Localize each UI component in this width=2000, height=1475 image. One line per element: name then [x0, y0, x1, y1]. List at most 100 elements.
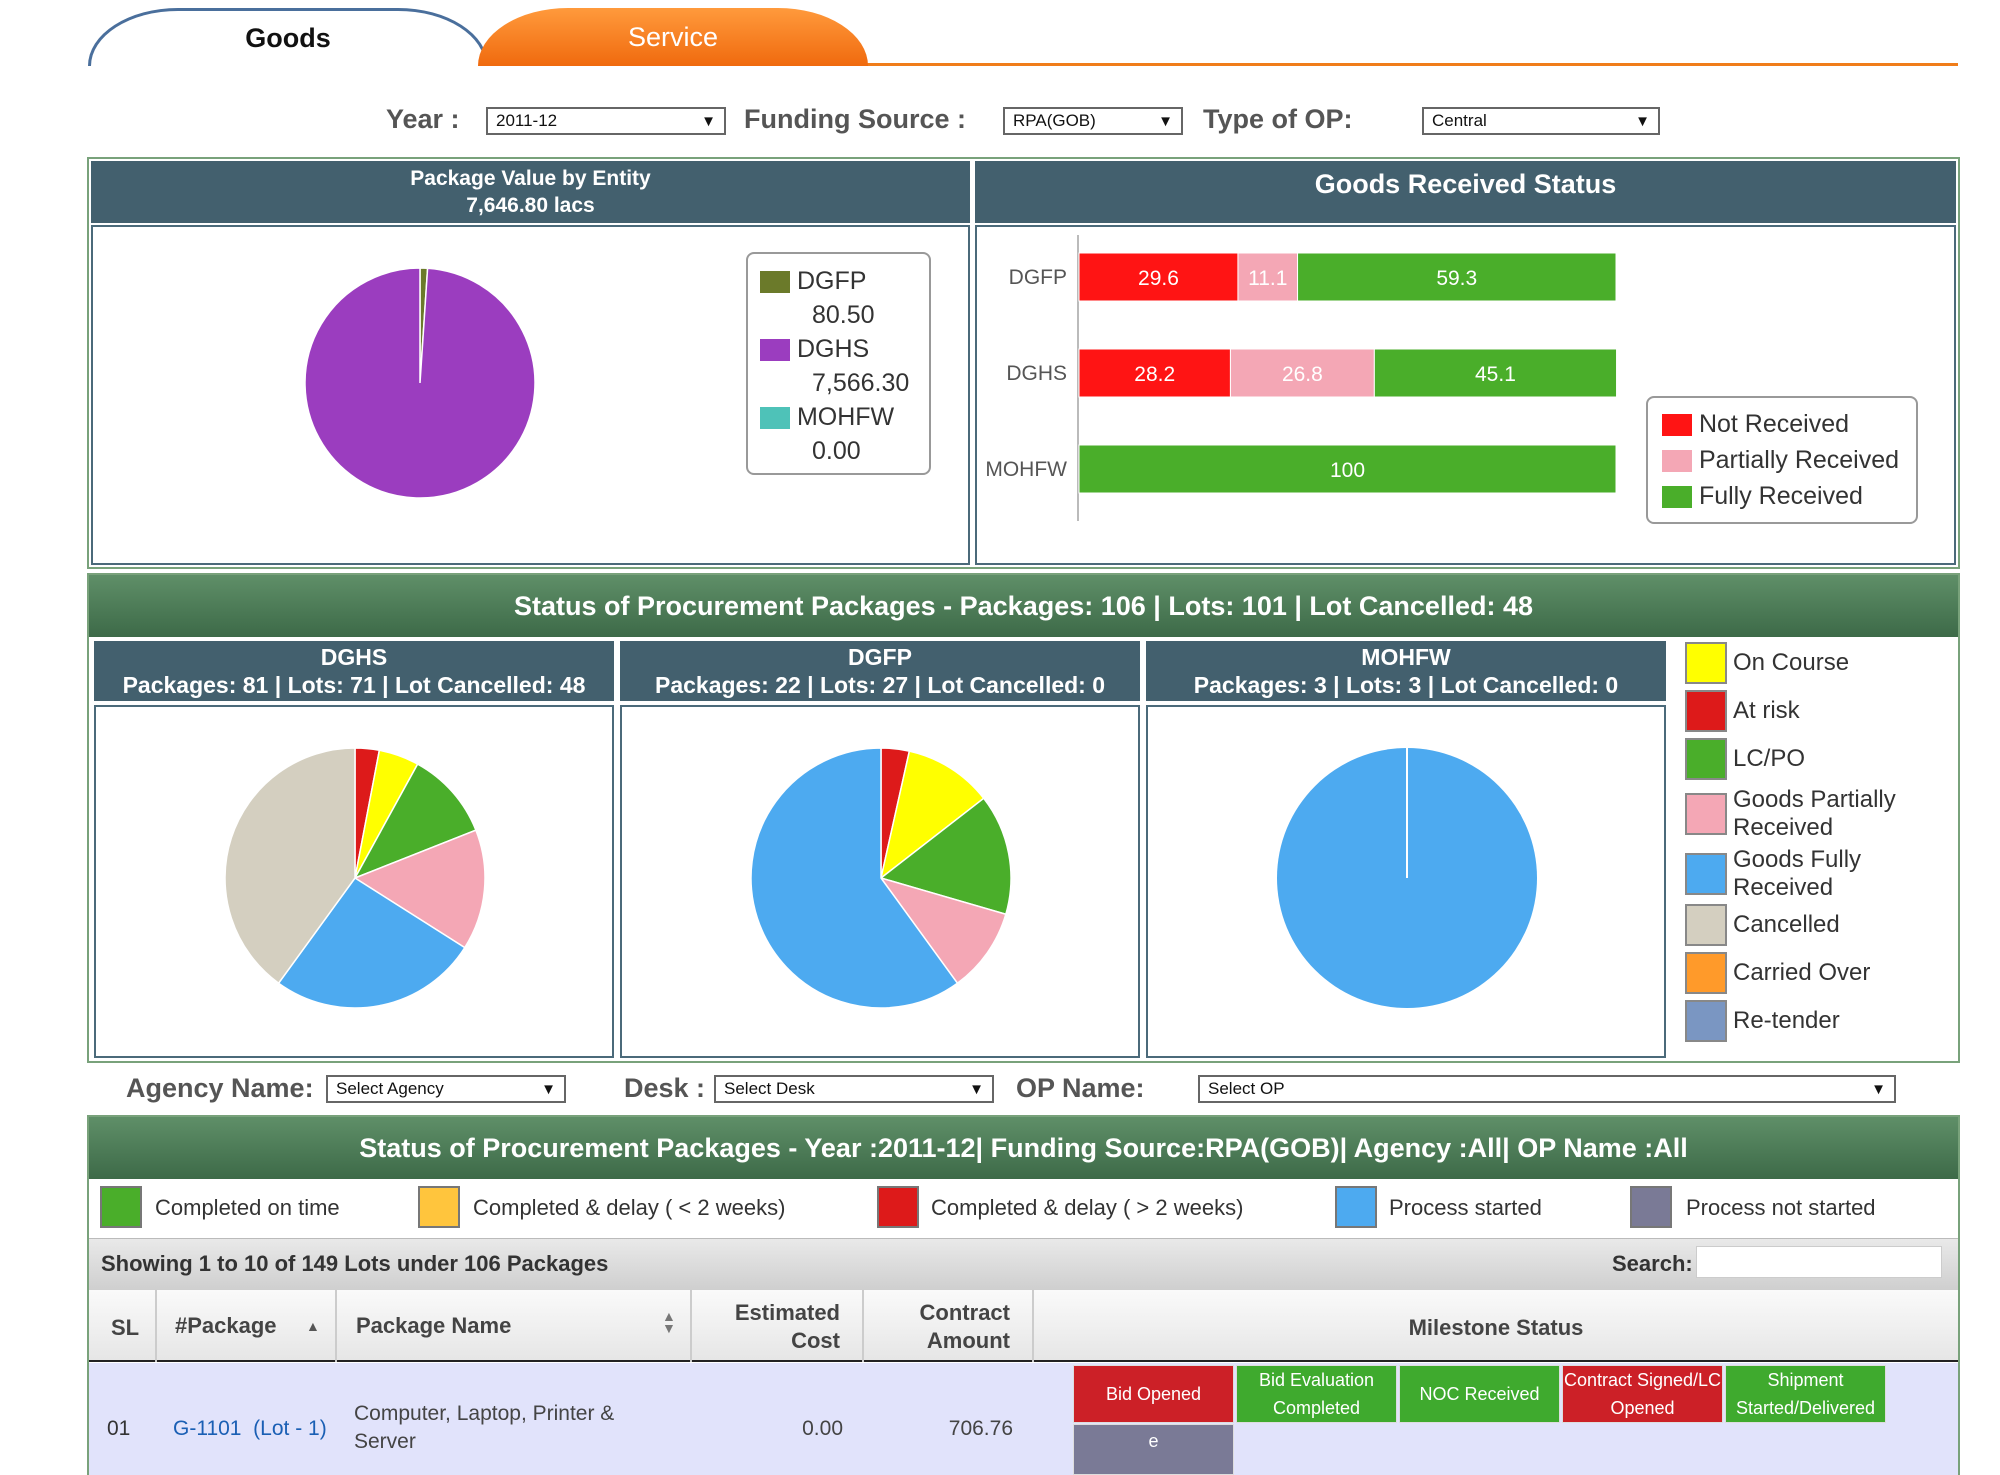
col-estimated-cost[interactable]: Estimated Cost [700, 1299, 840, 1355]
agency-select[interactable]: Select Agency ▼ [326, 1075, 566, 1103]
legend-value: 7,566.30 [812, 369, 910, 397]
row-estimated-cost: 0.00 [802, 1417, 843, 1440]
dropdown-arrow-icon: ▼ [701, 112, 716, 130]
package-value-legend: DGFP 80.50 DGHS 7,566.30 MOHFW 0.00 [746, 252, 931, 475]
legend-swatch [1685, 690, 1727, 732]
dghs-pie-slice [353, 829, 486, 949]
legend-label: Cancelled [1733, 911, 1840, 938]
year-select-value: 2011-12 [496, 111, 558, 130]
legend-swatch-delay-less [418, 1186, 460, 1228]
row-package-link[interactable]: G-1101 (Lot - 1) [173, 1417, 327, 1441]
col-milestone-status[interactable]: Milestone Status [1408, 1315, 1584, 1340]
sort-both-icon[interactable]: ▲ ▼ [662, 1308, 676, 1336]
dropdown-arrow-icon: ▼ [541, 1080, 556, 1098]
bar-value-label: 59.3 [1436, 267, 1477, 290]
sort-asc-icon[interactable]: ▲ [306, 1318, 320, 1334]
dghs-pie-slice [224, 747, 356, 985]
milestone-bid-opened: Bid Opened [1073, 1365, 1234, 1423]
bar-segment [1373, 348, 1618, 398]
op-name-select[interactable]: Select OP ▼ [1198, 1075, 1896, 1103]
procurement-status-title: Status of Procurement Packages - Package… [89, 575, 1958, 637]
year-label: Year : [386, 104, 460, 134]
search-input[interactable] [1696, 1246, 1942, 1278]
package-value-header: Package Value by Entity 7,646.80 lacs [91, 161, 970, 223]
year-select[interactable]: 2011-12 ▼ [486, 107, 726, 135]
milestone-label: Shipment [1767, 1370, 1844, 1390]
legend-swatch [1685, 952, 1727, 994]
legend-label-process-not-started: Process not started [1686, 1195, 1876, 1220]
op-type-select[interactable]: Central ▼ [1422, 107, 1660, 135]
tab-goods[interactable]: Goods [88, 8, 488, 66]
legend-item-dghs: DGHS [760, 332, 917, 366]
milestone-extra: e [1073, 1424, 1234, 1475]
panel-title: DGFP [848, 644, 912, 670]
legend-label-delay-more: Completed & delay ( > 2 weeks) [931, 1195, 1244, 1220]
row-package-name: Computer, Laptop, Printer & Server [354, 1400, 614, 1456]
legend-label: Goods Partially Received [1733, 786, 1896, 841]
legend-item-cancelled: Cancelled [1685, 904, 1840, 946]
col-package[interactable]: #Package [175, 1313, 277, 1338]
package-value-pie-slice [304, 267, 536, 499]
milestone-label: Completed [1272, 1398, 1361, 1418]
legend-value: 0.00 [812, 437, 861, 465]
funding-source-select-value: RPA(GOB) [1013, 111, 1096, 130]
legend-label-process-started: Process started [1389, 1195, 1542, 1220]
funding-source-label: Funding Source : [744, 104, 966, 134]
milestone-label: Bid Opened [1105, 1384, 1202, 1404]
header-line: Amount [926, 1328, 1010, 1353]
dropdown-arrow-icon: ▼ [969, 1080, 984, 1098]
col-package-name[interactable]: Package Name [356, 1313, 512, 1338]
legend-label-delay-less: Completed & delay ( < 2 weeks) [473, 1195, 786, 1220]
header-line: Estimated [734, 1300, 840, 1325]
legend-item-dgfp: DGFP [760, 264, 917, 298]
tab-service[interactable]: Service [478, 8, 868, 66]
legend-item-goods-partially-received: Goods Partially Received [1685, 786, 1910, 842]
desk-select[interactable]: Select Desk ▼ [714, 1075, 994, 1103]
op-name-select-value: Select OP [1208, 1079, 1285, 1098]
package-value-pie [304, 267, 536, 499]
desk-label: Desk : [624, 1073, 706, 1103]
funding-source-select[interactable]: RPA(GOB) ▼ [1003, 107, 1183, 135]
category-label: DGHS [1006, 362, 1067, 385]
legend-label: DGHS [796, 335, 870, 363]
agency-label: Agency Name: [126, 1073, 314, 1103]
legend-label: On Course [1733, 649, 1850, 676]
row-sl: 01 [107, 1417, 131, 1440]
dropdown-arrow-icon: ▼ [1871, 1080, 1886, 1098]
legend-label: At risk [1733, 697, 1800, 724]
milestone-label: Started/Delivered [1735, 1398, 1876, 1418]
dgfp-pie-slice [879, 876, 1007, 985]
bar-value-label: 26.8 [1282, 363, 1323, 386]
procurement-status-panel [87, 573, 1960, 1063]
column-divider [1032, 1290, 1034, 1362]
legend-item-fully-received: Fully Received [1662, 478, 1902, 514]
legend-item-partially-received: Partially Received [1662, 442, 1902, 478]
col-contract-amount[interactable]: Contract Amount [870, 1299, 1010, 1355]
panel-title: DGHS [320, 644, 388, 670]
legend-swatch [1685, 642, 1727, 684]
goods-received-legend: Not Received Partially Received Fully Re… [1646, 396, 1918, 524]
goods-received-bar-chart: DGFP29.611.159.3DGHS28.226.845.1MOHFW010… [985, 235, 1618, 521]
dghs-pie-slice [353, 763, 477, 880]
table-info-text: Showing 1 to 10 of 149 Lots under 106 Pa… [101, 1251, 609, 1276]
legend-label: Goods Fully Received [1733, 846, 1862, 901]
milestone-label: Bid Evaluation [1258, 1370, 1375, 1390]
legend-swatch [760, 339, 790, 362]
lot-id: (Lot - 1) [253, 1417, 327, 1440]
legend-label: DGFP [796, 267, 867, 295]
panel-stats: Packages: 3 | Lots: 3 | Lot Cancelled: 0 [1193, 672, 1619, 698]
col-sl[interactable]: SL [111, 1315, 140, 1340]
legend-item-on-course: On Course [1685, 642, 1849, 684]
column-divider [862, 1290, 864, 1362]
search-label: Search: [1612, 1251, 1693, 1276]
mohfw-header: MOHFW Packages: 3 | Lots: 3 | Lot Cancel… [1146, 641, 1666, 701]
bar-segment [1078, 252, 1239, 302]
desk-select-value: Select Desk [724, 1079, 815, 1098]
dgfp-pie-slice [879, 797, 1012, 916]
legend-label: MOHFW [796, 403, 895, 431]
legend-label: Re-tender [1733, 1007, 1840, 1034]
package-value-title: Package Value by Entity [410, 167, 651, 190]
legend-swatch [760, 271, 790, 294]
status-table-panel [87, 1115, 1960, 1475]
legend-swatch-delay-more [877, 1186, 919, 1228]
